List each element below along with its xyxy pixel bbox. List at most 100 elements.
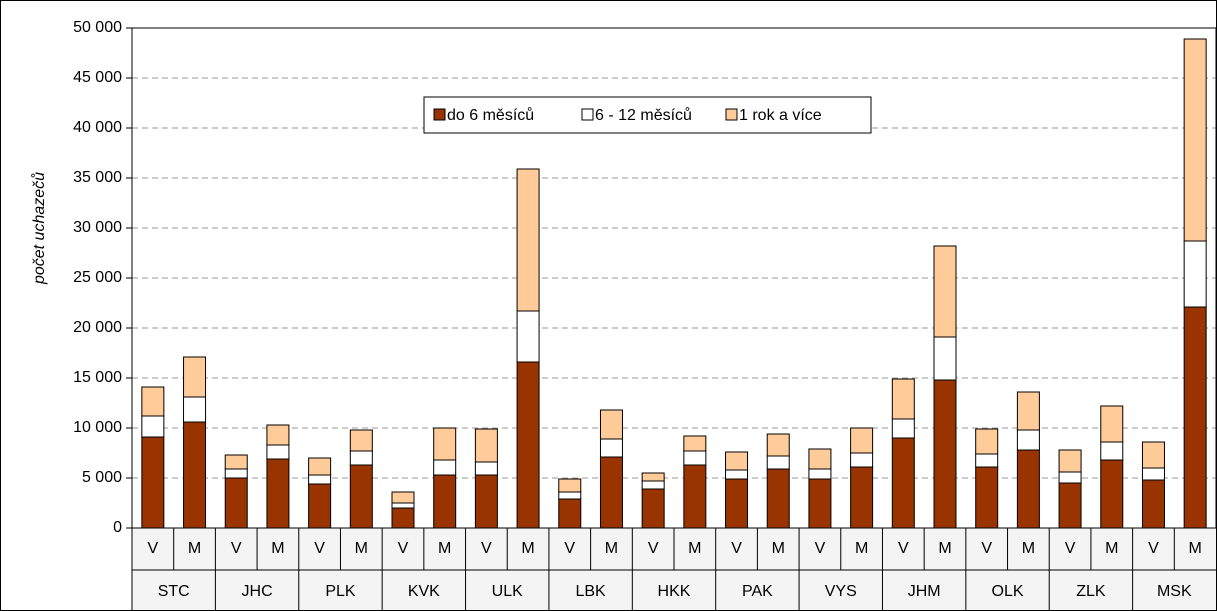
bar-segment bbox=[725, 478, 749, 529]
x-tick-label: M bbox=[188, 540, 201, 557]
legend-box bbox=[423, 96, 872, 134]
x-tick-label: V bbox=[314, 540, 325, 557]
bar-segment bbox=[599, 456, 623, 529]
bar-segment bbox=[1100, 405, 1124, 443]
bar-segment bbox=[224, 477, 248, 529]
bar-segment bbox=[1183, 38, 1207, 242]
bar-segment bbox=[391, 491, 415, 504]
group-label: OLK bbox=[992, 583, 1024, 600]
bar-segment bbox=[1183, 240, 1207, 308]
bar-segment bbox=[683, 464, 707, 529]
group-label: ZLK bbox=[1076, 583, 1106, 600]
bar-segment bbox=[933, 245, 957, 338]
group-label: STC bbox=[158, 583, 190, 600]
x-tick-label: V bbox=[148, 540, 159, 557]
bar-segment bbox=[1141, 479, 1165, 529]
legend-label: do 6 měsíců bbox=[447, 106, 534, 124]
bar-segment bbox=[266, 424, 290, 446]
bar-segment bbox=[1058, 449, 1082, 473]
bar-segment bbox=[349, 464, 373, 529]
y-tick-label: 0 bbox=[113, 519, 122, 536]
x-tick-label: V bbox=[398, 540, 409, 557]
bar-segment bbox=[766, 468, 790, 529]
bar-segment bbox=[766, 455, 790, 470]
y-tick-label: 40 000 bbox=[73, 119, 122, 136]
y-tick-label: 15 000 bbox=[73, 369, 122, 386]
bar-segment bbox=[683, 450, 707, 466]
group-label: PAK bbox=[742, 583, 773, 600]
group-label: JHM bbox=[908, 583, 941, 600]
group-label: VYS bbox=[825, 583, 857, 600]
bar-segment bbox=[433, 459, 457, 476]
bar-segment bbox=[641, 472, 665, 482]
y-tick-label: 45 000 bbox=[73, 69, 122, 86]
bar-segment bbox=[641, 488, 665, 529]
x-tick-label: V bbox=[648, 540, 659, 557]
x-tick-label: M bbox=[772, 540, 785, 557]
x-tick-label: M bbox=[938, 540, 951, 557]
x-tick-label: M bbox=[688, 540, 701, 557]
group-label: ULK bbox=[492, 583, 523, 600]
x-tick-label: V bbox=[898, 540, 909, 557]
x-tick-label: V bbox=[481, 540, 492, 557]
x-tick-label: V bbox=[815, 540, 826, 557]
bar-segment bbox=[141, 386, 165, 417]
bar-segment bbox=[558, 478, 582, 493]
x-tick-label: M bbox=[605, 540, 618, 557]
bar-segment bbox=[725, 469, 749, 480]
x-tick-label: M bbox=[1022, 540, 1035, 557]
legend-swatch bbox=[581, 108, 594, 121]
bar-segment bbox=[850, 427, 874, 454]
bar-segment bbox=[349, 450, 373, 466]
bar-segment bbox=[433, 474, 457, 529]
bar-segment bbox=[1016, 449, 1040, 529]
bar-segment bbox=[224, 454, 248, 470]
y-tick-label: 5 000 bbox=[82, 469, 122, 486]
x-tick-label: V bbox=[231, 540, 242, 557]
x-tick-label: M bbox=[355, 540, 368, 557]
bar-segment bbox=[224, 468, 248, 479]
bar-segment bbox=[1016, 391, 1040, 431]
bar-segment bbox=[349, 429, 373, 452]
x-tick-label: V bbox=[1148, 540, 1159, 557]
group-label: HKK bbox=[658, 583, 691, 600]
bar-segment bbox=[599, 438, 623, 458]
bar-segment bbox=[1016, 429, 1040, 451]
bar-segment bbox=[1058, 471, 1082, 484]
bar-segment bbox=[474, 428, 498, 463]
x-tick-label: M bbox=[855, 540, 868, 557]
bar-segment bbox=[1141, 441, 1165, 469]
bar-segment bbox=[391, 507, 415, 529]
y-tick-label: 30 000 bbox=[73, 219, 122, 236]
bar-segment bbox=[725, 451, 749, 471]
legend-label: 6 - 12 měsíců bbox=[595, 106, 692, 124]
bar-segment bbox=[1183, 306, 1207, 529]
bar-segment bbox=[933, 379, 957, 529]
y-tick-label: 35 000 bbox=[73, 169, 122, 186]
x-tick-label: V bbox=[1065, 540, 1076, 557]
bar-segment bbox=[933, 336, 957, 381]
bar-segment bbox=[1058, 482, 1082, 529]
x-tick-label: M bbox=[521, 540, 534, 557]
bar-segment bbox=[850, 452, 874, 468]
bar-segment bbox=[1141, 467, 1165, 481]
bar-segment bbox=[808, 468, 832, 480]
bar-segment bbox=[308, 457, 332, 476]
x-tick-label: V bbox=[981, 540, 992, 557]
bar-segment bbox=[266, 458, 290, 529]
x-tick-label: M bbox=[1105, 540, 1118, 557]
bar-segment bbox=[183, 396, 207, 423]
legend-swatch bbox=[433, 108, 446, 121]
x-tick-label: M bbox=[438, 540, 451, 557]
bar-segment bbox=[891, 418, 915, 439]
bar-segment bbox=[558, 491, 582, 500]
legend: do 6 měsíců 6 - 12 měsíců 1 rok a více bbox=[423, 96, 872, 134]
bar-segment bbox=[433, 427, 457, 461]
bar-segment bbox=[266, 444, 290, 460]
x-tick-label: M bbox=[1188, 540, 1201, 557]
bar-segment bbox=[975, 453, 999, 468]
bar-segment bbox=[308, 474, 332, 485]
bar-segment bbox=[766, 433, 790, 457]
bar-segment bbox=[1100, 459, 1124, 529]
